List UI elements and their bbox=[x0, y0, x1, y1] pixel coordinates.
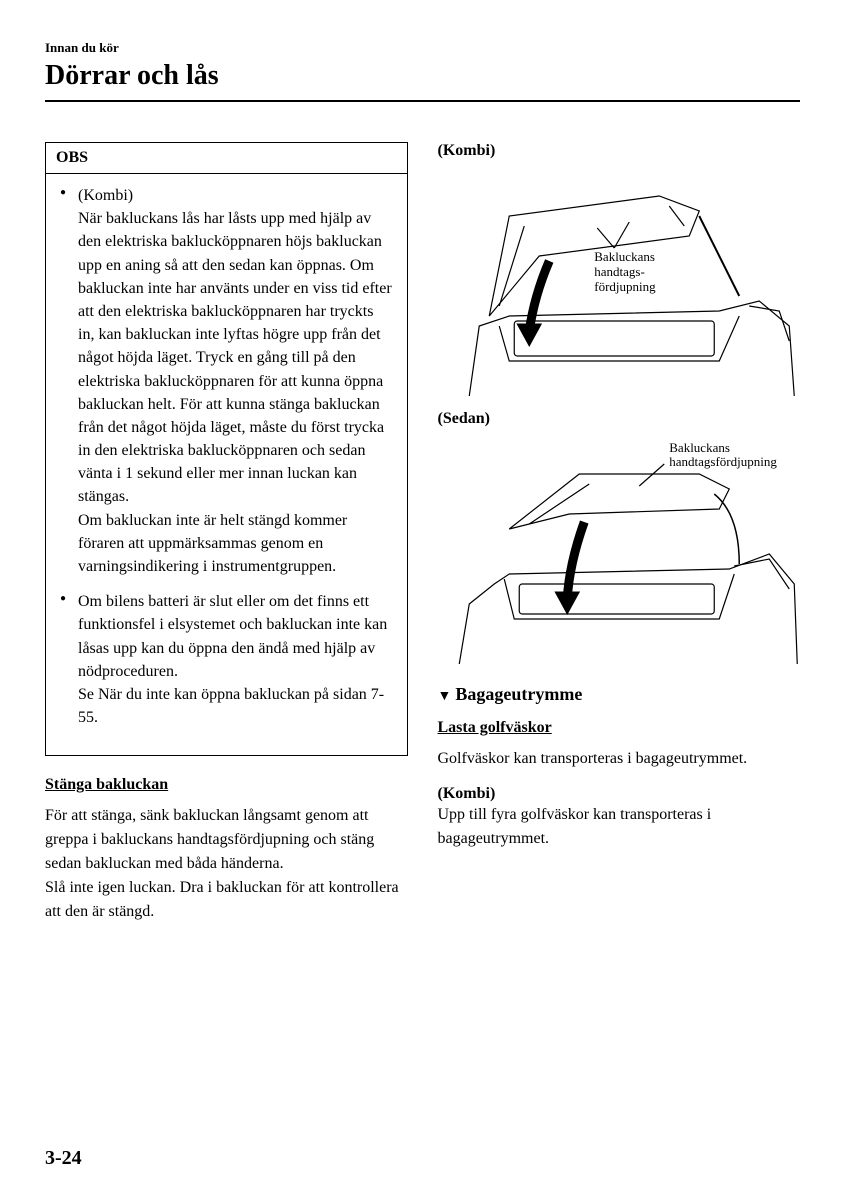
kombi-diagram-label-line2: handtags- bbox=[594, 264, 645, 279]
kombi-diagram: Bakluckans handtags- fördjupning bbox=[438, 166, 801, 396]
obs-heading: OBS bbox=[46, 143, 407, 174]
sedan-diagram: Bakluckans handtagsfördjupning bbox=[438, 434, 801, 664]
bagage-text2: Upp till fyra golfväskor kan transporter… bbox=[438, 803, 801, 851]
sedan-label: (Sedan) bbox=[438, 410, 801, 428]
page-header: Innan du kör Dörrar och lås bbox=[45, 40, 800, 102]
bagage-section-heading: Bagageutrymme bbox=[438, 684, 801, 705]
page-number: 3-24 bbox=[45, 1147, 82, 1170]
close-body-text: För att stänga, sänk bakluckan långsamt … bbox=[45, 804, 408, 924]
sedan-diagram-label-line2: handtagsfördjupning bbox=[669, 454, 777, 469]
bagage-text1: Golfväskor kan transporteras i bagageutr… bbox=[438, 747, 801, 771]
left-column: OBS (Kombi) När bakluckans lås har låsts… bbox=[45, 142, 408, 938]
lasta-subheading: Lasta golfväskor bbox=[438, 719, 801, 737]
obs-item: (Kombi) När bakluckans lås har låsts upp… bbox=[60, 184, 393, 578]
obs-item: Om bilens batteri är slut eller om det f… bbox=[60, 590, 393, 729]
kombi-diagram-label-line1: Bakluckans bbox=[594, 249, 655, 264]
kombi-diagram-label-line3: fördjupning bbox=[594, 279, 656, 294]
obs-box: OBS (Kombi) När bakluckans lås har låsts… bbox=[45, 142, 408, 756]
obs-content: (Kombi) När bakluckans lås har låsts upp… bbox=[46, 174, 407, 755]
breadcrumb: Innan du kör bbox=[45, 40, 800, 56]
kombi-note-label: (Kombi) bbox=[438, 785, 801, 803]
close-subheading: Stänga bakluckan bbox=[45, 776, 408, 794]
page-title: Dörrar och lås bbox=[45, 60, 800, 102]
content-area: OBS (Kombi) När bakluckans lås har låsts… bbox=[45, 142, 800, 938]
sedan-diagram-label-line1: Bakluckans bbox=[669, 440, 730, 455]
right-column: (Kombi) bbox=[438, 142, 801, 938]
kombi-label: (Kombi) bbox=[438, 142, 801, 160]
